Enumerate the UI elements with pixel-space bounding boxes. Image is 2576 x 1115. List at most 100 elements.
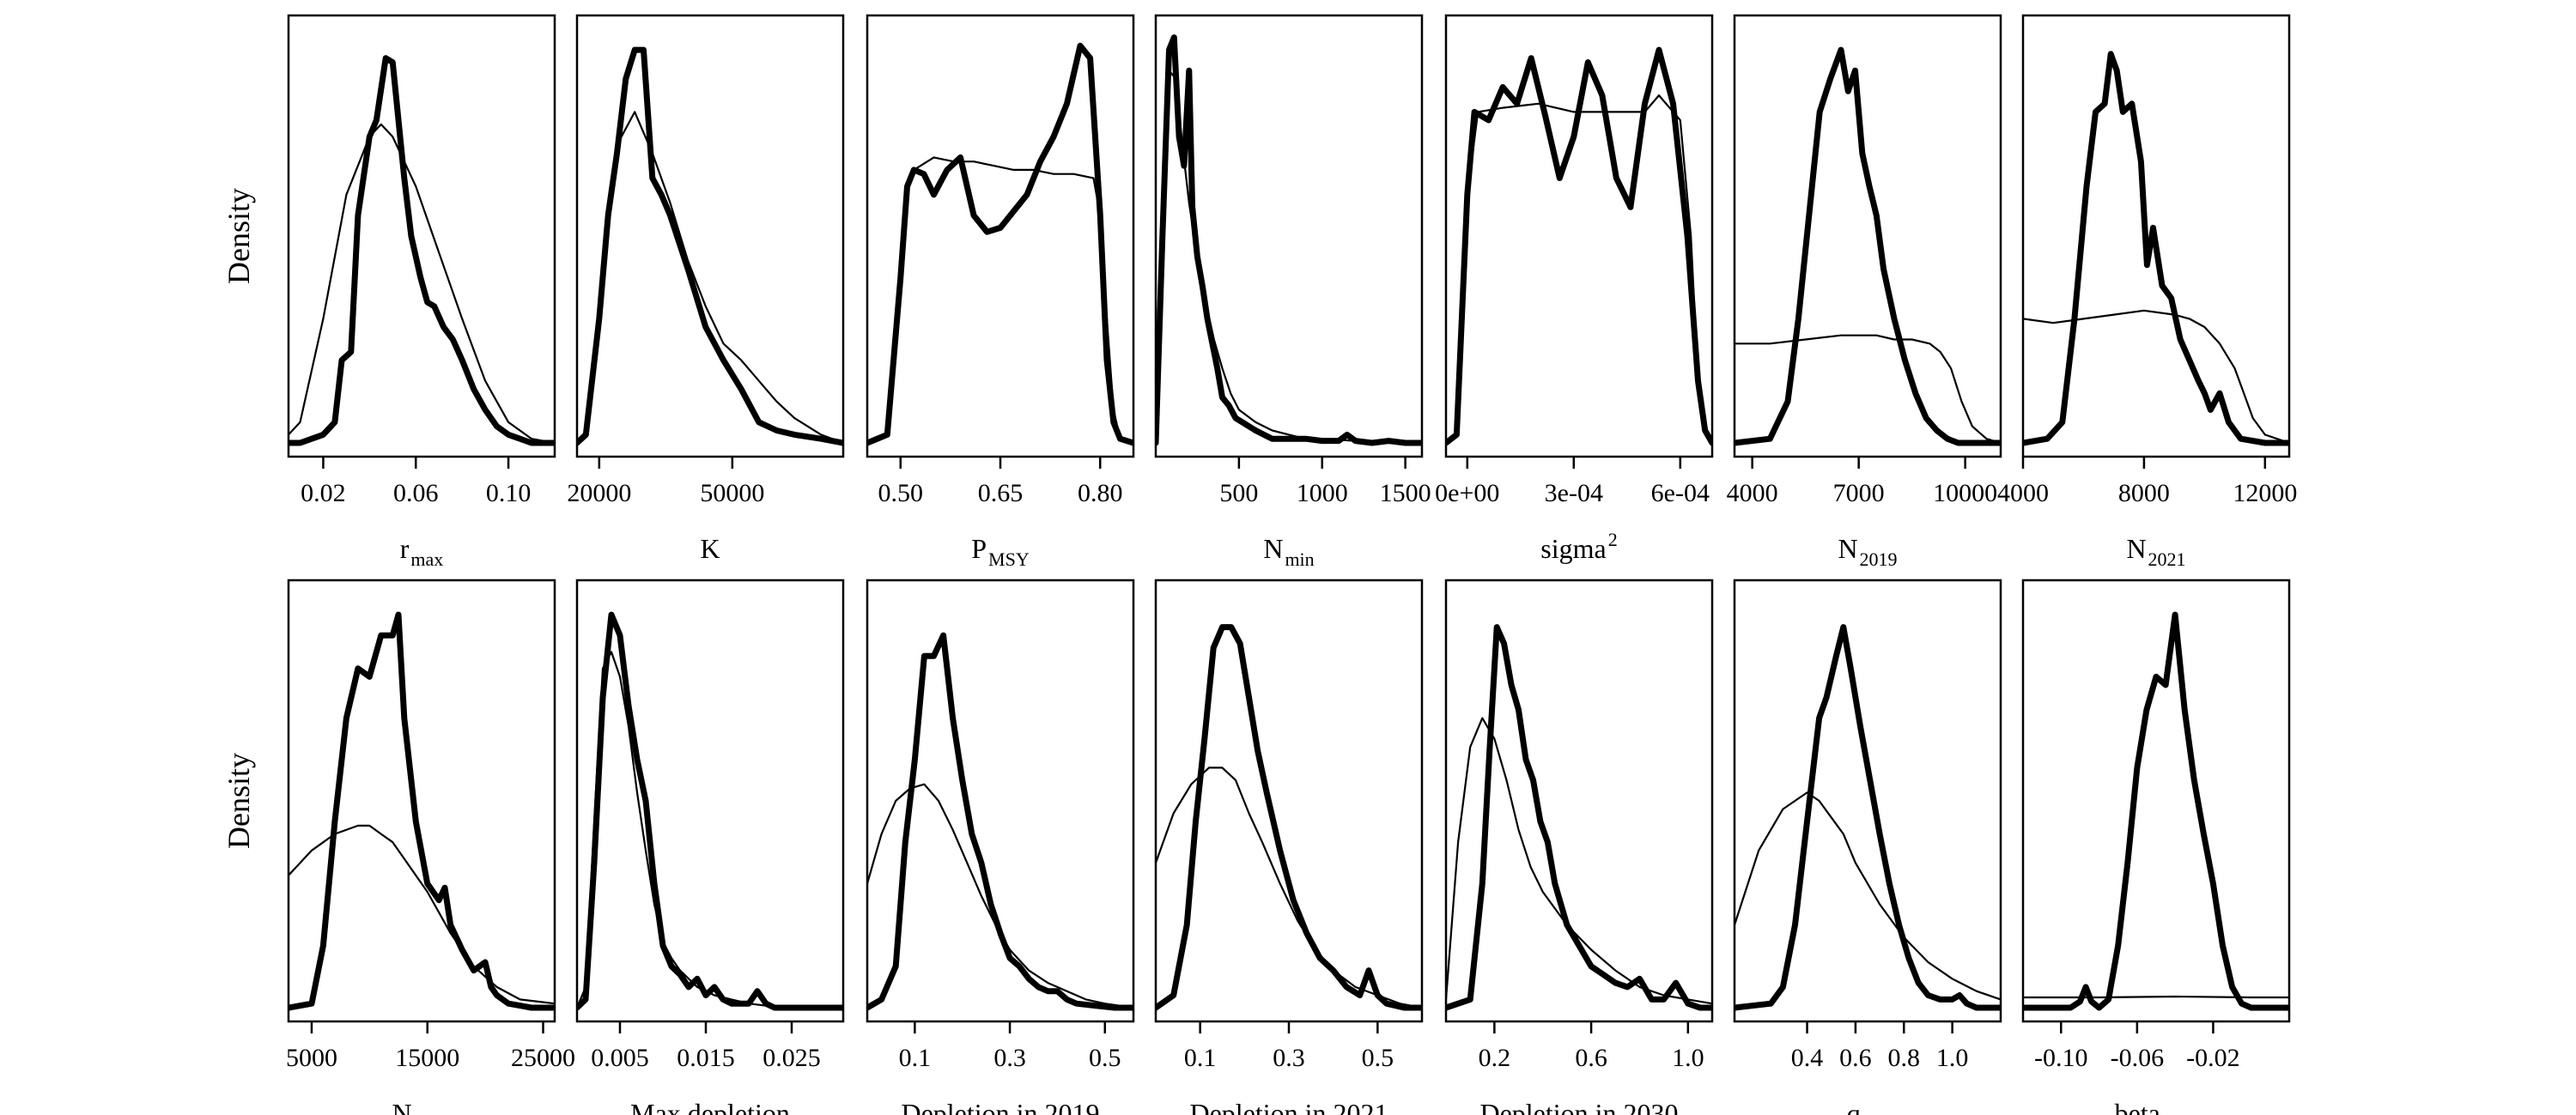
x-tick-label: 5000 bbox=[286, 1044, 337, 1072]
posterior-density-line-panel-12 bbox=[1446, 624, 1712, 1011]
prior-density-line-panel-9 bbox=[577, 651, 843, 1009]
prior-density-line-panel-4 bbox=[1156, 70, 1422, 445]
x-axis-label-panel-5: sigma2 bbox=[1540, 529, 1617, 564]
x-axis-label-main: Depletion in 2019 bbox=[901, 1098, 1099, 1115]
posterior-density-line-panel-13 bbox=[1735, 624, 2001, 1011]
prior-density-line-panel-3 bbox=[867, 156, 1133, 445]
x-tick-label: 7000 bbox=[1833, 479, 1885, 507]
x-tick-label: 0e+00 bbox=[1435, 479, 1499, 507]
x-tick-label: 4000 bbox=[1727, 479, 1778, 507]
x-tick-label: 0.6 bbox=[1839, 1044, 1872, 1072]
x-axis-label-main: N bbox=[2126, 533, 2146, 564]
density-panel-8: 5000 15000 25000 N2030 bbox=[286, 579, 575, 1115]
density-panel-4: 500 1000 1500 Nmin bbox=[1154, 14, 1431, 570]
x-tick-label: 50000 bbox=[700, 479, 764, 507]
posterior-density-line-panel-7 bbox=[2023, 51, 2289, 446]
x-tick-label: -0.02 bbox=[2186, 1044, 2240, 1072]
x-tick-label: 0.5 bbox=[1089, 1044, 1121, 1072]
x-tick-label: 12000 bbox=[2233, 479, 2297, 507]
x-tick-label: 3e-04 bbox=[1545, 479, 1603, 507]
x-axis-label-main: K bbox=[700, 533, 720, 564]
posterior-density-line-panel-1 bbox=[289, 55, 555, 446]
x-tick-label: 0.1 bbox=[1184, 1044, 1217, 1072]
x-tick-label: 0.6 bbox=[1575, 1044, 1607, 1072]
prior-density-line-panel-13 bbox=[1735, 791, 2001, 1001]
density-panel-6: 4000 7000 10000 N2019 bbox=[1727, 14, 2002, 570]
x-axis-label-panel-8: N2030 bbox=[392, 1098, 451, 1115]
x-axis-label-subscript: flt1 bbox=[1862, 1113, 1889, 1115]
x-axis-label-subscript: 2021 bbox=[2148, 548, 2186, 570]
x-tick-label: 0.5 bbox=[1362, 1044, 1394, 1072]
prior-density-line-panel-12 bbox=[1446, 717, 1712, 1005]
x-axis-label-panel-14: betaqflt1 bbox=[2115, 1098, 2198, 1115]
x-axis-label-main: r bbox=[400, 533, 410, 564]
prior-density-line-panel-10 bbox=[867, 783, 1133, 1009]
x-tick-label: 0.005 bbox=[591, 1044, 649, 1072]
x-axis-label-main: P bbox=[971, 533, 987, 564]
density-panel-5: 0e+00 3e-04 6e-04 sigma2 bbox=[1435, 14, 1714, 564]
x-tick-label: 0.4 bbox=[1791, 1044, 1824, 1072]
posterior-density-line-panel-11 bbox=[1156, 624, 1422, 1011]
density-panel-10: 0.1 0.3 0.5 Depletion in 2019 bbox=[866, 579, 1135, 1115]
prior-density-line-panel-5 bbox=[1446, 94, 1712, 445]
panel-frame-9 bbox=[575, 579, 845, 1023]
x-tick-label: 0.06 bbox=[393, 479, 439, 507]
x-axis-label-subscript: qflt1 bbox=[2162, 1113, 2198, 1115]
x-axis-label-panel-12: Depletion in 2030 bbox=[1479, 1098, 1678, 1115]
density-panel-11: 0.1 0.3 0.5 Depletion in 2021 bbox=[1154, 579, 1424, 1115]
x-axis-label-subscript: 2030 bbox=[414, 1113, 452, 1115]
x-axis-label-main: N bbox=[392, 1098, 411, 1115]
density-panel-1: 0.02 0.06 0.10 rmax bbox=[287, 14, 556, 570]
x-tick-label: 0.3 bbox=[993, 1044, 1026, 1072]
x-axis-label-main: Max depletion bbox=[630, 1098, 790, 1115]
panel-frame-8 bbox=[287, 579, 556, 1023]
posterior-density-line-panel-5 bbox=[1446, 46, 1712, 446]
x-tick-label: 6e-04 bbox=[1651, 479, 1710, 507]
x-tick-label: 1000 bbox=[1297, 479, 1348, 507]
x-axis-label-panel-1: rmax bbox=[400, 533, 444, 570]
posterior-density-line-panel-3 bbox=[867, 42, 1133, 446]
density-panel-7: 4000 8000 12000 N2021 bbox=[1997, 14, 2297, 570]
density-panel-2: 20000 50000 K bbox=[567, 14, 845, 564]
x-tick-label: -0.10 bbox=[2034, 1044, 2088, 1072]
y-axis-label-row-1: Density bbox=[222, 188, 256, 284]
posterior-density-line-panel-2 bbox=[577, 46, 843, 446]
x-tick-label: 0.80 bbox=[1078, 479, 1123, 507]
x-tick-label: 0.2 bbox=[1479, 1044, 1511, 1072]
x-axis-label-subscript: MSY bbox=[988, 548, 1030, 570]
x-tick-label: 20000 bbox=[567, 479, 631, 507]
x-tick-label: 0.50 bbox=[878, 479, 924, 507]
x-axis-label-main: sigma bbox=[1540, 533, 1606, 564]
density-panel-12: 0.2 0.6 1.0 Depletion in 2030 bbox=[1444, 579, 1714, 1115]
posterior-density-line-panel-6 bbox=[1735, 46, 2001, 446]
panel-frame-4 bbox=[1154, 14, 1424, 458]
x-axis-label-main: Depletion in 2021 bbox=[1189, 1098, 1388, 1115]
panel-frame-1 bbox=[287, 14, 556, 458]
x-tick-label: 25000 bbox=[511, 1044, 575, 1072]
x-axis-label-panel-2: K bbox=[700, 533, 720, 564]
x-tick-label: 15000 bbox=[395, 1044, 459, 1072]
prior-density-line-panel-7 bbox=[2023, 309, 2289, 445]
x-tick-label: 10000 bbox=[1933, 479, 1997, 507]
posterior-density-line-panel-8 bbox=[289, 611, 555, 1011]
panel-frame-7 bbox=[2021, 14, 2291, 458]
x-axis-label-panel-4: Nmin bbox=[1263, 533, 1314, 570]
x-axis-label-panel-6: N2019 bbox=[1838, 533, 1897, 570]
x-tick-label: 0.015 bbox=[677, 1044, 735, 1072]
x-axis-label-subscript: max bbox=[410, 548, 443, 570]
x-tick-label: 0.8 bbox=[1888, 1044, 1921, 1072]
prior-density-line-panel-8 bbox=[289, 824, 555, 1005]
x-tick-label: 500 bbox=[1219, 479, 1258, 507]
y-axis-label-row-2: Density bbox=[222, 753, 256, 849]
posterior-density-line-panel-9 bbox=[577, 611, 843, 1011]
x-tick-label: 0.3 bbox=[1273, 1044, 1305, 1072]
x-axis-label-main: q bbox=[1847, 1098, 1861, 1115]
x-axis-label-main: Depletion in 2030 bbox=[1479, 1098, 1678, 1115]
x-tick-label: 1.0 bbox=[1936, 1044, 1969, 1072]
x-tick-label: 1500 bbox=[1380, 479, 1431, 507]
x-axis-label-panel-13: qflt1 bbox=[1847, 1098, 1889, 1115]
density-panel-9: 0.005 0.015 0.025 Max depletion bbox=[575, 579, 845, 1115]
posterior-density-line-panel-14 bbox=[2023, 611, 2289, 1011]
panel-frame-10 bbox=[866, 579, 1135, 1023]
